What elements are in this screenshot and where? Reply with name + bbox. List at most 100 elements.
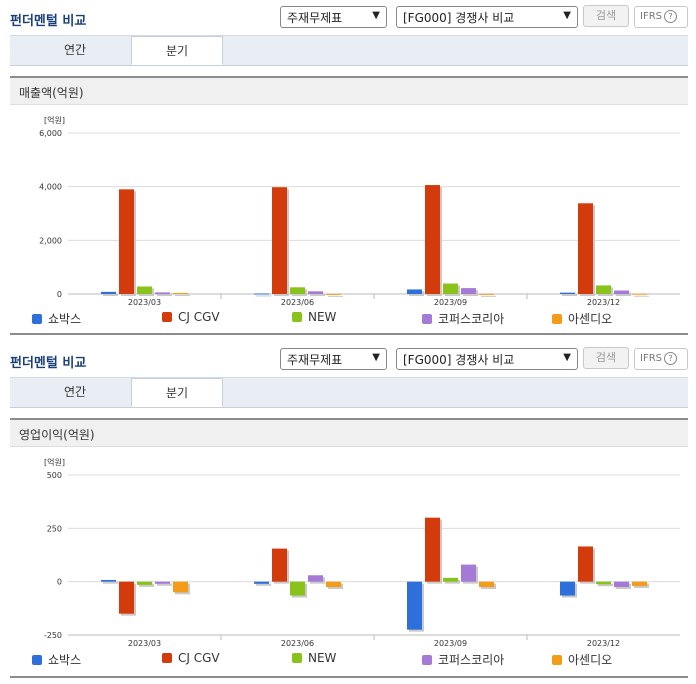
legend-swatch bbox=[552, 314, 562, 324]
bar bbox=[290, 581, 305, 596]
bar-shadow bbox=[634, 295, 649, 297]
bar bbox=[137, 286, 152, 294]
legend-label: 아센디오 bbox=[568, 312, 613, 326]
bar bbox=[443, 577, 458, 582]
x-tick-label: 2023/03 bbox=[128, 639, 161, 648]
bar bbox=[101, 579, 116, 582]
x-tick-label: 2023/06 bbox=[281, 639, 314, 648]
bar bbox=[119, 581, 134, 614]
bar bbox=[425, 517, 440, 582]
legend-item[interactable]: 쇼박스 bbox=[32, 651, 81, 668]
bar bbox=[407, 581, 422, 630]
tab-quarterly[interactable]: 분기 bbox=[131, 378, 223, 407]
legend-label: 쇼박스 bbox=[48, 312, 82, 326]
bar bbox=[326, 293, 341, 295]
search-button[interactable]: 검색 bbox=[583, 347, 629, 369]
chevron-down-icon: ▼ bbox=[563, 10, 571, 21]
legend-item[interactable]: CJ CGV bbox=[162, 651, 220, 665]
legend-label: CJ CGV bbox=[178, 310, 220, 324]
tab-quarterly[interactable]: 분기 bbox=[131, 36, 223, 65]
fundamental-section-1: 펀더멘털 비교 주재무제표 ▼ [FG000] 경쟁사 비교 ▼ 검색 IFRS… bbox=[0, 0, 696, 340]
legend-label: CJ CGV bbox=[178, 651, 220, 665]
bar bbox=[425, 185, 440, 294]
legend-label: NEW bbox=[308, 310, 337, 324]
bar bbox=[308, 575, 323, 582]
x-tick-label: 2023/03 bbox=[128, 298, 161, 307]
ifrs-help-button[interactable]: IFRS? bbox=[634, 348, 688, 370]
bar bbox=[155, 292, 170, 294]
bar-shadow bbox=[445, 579, 460, 584]
chart-panel-header: 영업이익(억원) bbox=[10, 418, 688, 447]
bar-shadow bbox=[256, 583, 271, 586]
bar-shadow bbox=[328, 295, 343, 297]
bar-shadow bbox=[310, 293, 325, 296]
legend-item[interactable]: CJ CGV bbox=[162, 310, 220, 324]
statement-type-select[interactable]: 주재무제표 ▼ bbox=[280, 6, 387, 28]
legend-swatch bbox=[162, 312, 172, 322]
bar bbox=[632, 581, 647, 586]
x-tick-label: 2023/06 bbox=[281, 298, 314, 307]
bar bbox=[560, 292, 575, 294]
operating-profit-chart: [억원] -250 0 250 500 2023/03 2023/06 2023/09 2023… bbox=[44, 457, 680, 648]
comparison-group-select[interactable]: [FG000] 경쟁사 비교 ▼ bbox=[396, 6, 578, 28]
bar-shadow bbox=[157, 294, 172, 296]
legend-label: NEW bbox=[308, 651, 337, 665]
select-value: 주재무제표 bbox=[287, 353, 343, 367]
bar bbox=[173, 292, 188, 294]
legend-label: 아센디오 bbox=[568, 653, 613, 667]
y-tick-label: 500 bbox=[47, 471, 62, 480]
section-title: 펀더멘털 비교 bbox=[10, 14, 87, 29]
bar-shadow bbox=[598, 583, 613, 587]
bar bbox=[614, 290, 629, 294]
y-tick-label: 250 bbox=[47, 524, 62, 533]
search-button[interactable]: 검색 bbox=[583, 5, 629, 27]
legend-item[interactable]: 아센디오 bbox=[552, 310, 612, 327]
ifrs-help-button[interactable]: IFRS? bbox=[634, 6, 688, 28]
bar-shadow bbox=[175, 294, 190, 296]
bar-shadow bbox=[157, 583, 172, 586]
tab-annual[interactable]: 연간 bbox=[63, 43, 87, 57]
ifrs-label: IFRS bbox=[640, 353, 662, 364]
ifrs-label: IFRS bbox=[640, 11, 662, 22]
legend-swatch bbox=[292, 653, 302, 663]
bar bbox=[326, 581, 341, 587]
bar bbox=[479, 581, 494, 587]
bar bbox=[443, 283, 458, 294]
statement-type-select[interactable]: 주재무제표 ▼ bbox=[280, 348, 387, 370]
x-tick-label: 2023/09 bbox=[434, 639, 467, 648]
legend-swatch bbox=[552, 655, 562, 665]
tab-annual[interactable]: 연간 bbox=[63, 385, 87, 399]
legend-label: 쇼박스 bbox=[48, 653, 82, 667]
chart-panel-header: 매출액(억원) bbox=[10, 76, 688, 105]
period-tabs: 연간 분기 bbox=[10, 377, 688, 408]
legend-item[interactable]: 쇼박스 bbox=[32, 310, 81, 327]
comparison-group-select[interactable]: [FG000] 경쟁사 비교 ▼ bbox=[396, 348, 578, 370]
divider bbox=[10, 676, 688, 678]
fundamental-section-2: 펀더멘털 비교 주재무제표 ▼ [FG000] 경쟁사 비교 ▼ 검색 IFRS… bbox=[0, 342, 696, 684]
legend-item[interactable]: NEW bbox=[292, 310, 336, 324]
unit-label: [억원] bbox=[44, 115, 65, 125]
legend-item[interactable]: 코퍼스코리아 bbox=[422, 651, 504, 668]
revenue-chart: [억원] 0 2,000 4,000 6,000 2023/03 2023/06 2023/0… bbox=[39, 115, 680, 307]
bar-shadow bbox=[256, 295, 271, 297]
legend-item[interactable]: 아센디오 bbox=[552, 651, 612, 668]
legend-item[interactable]: NEW bbox=[292, 651, 336, 665]
bar bbox=[614, 581, 629, 587]
bar-shadow bbox=[562, 294, 577, 296]
chevron-down-icon: ▼ bbox=[372, 352, 380, 363]
bar bbox=[308, 291, 323, 294]
chevron-down-icon: ▼ bbox=[372, 10, 380, 21]
bar bbox=[479, 293, 494, 295]
x-tick-label: 2023/09 bbox=[434, 298, 467, 307]
bar bbox=[101, 291, 116, 294]
legend-label: 코퍼스코리아 bbox=[438, 312, 505, 326]
legend-item[interactable]: 코퍼스코리아 bbox=[422, 310, 504, 327]
y-tick-label: 0 bbox=[57, 578, 62, 587]
y-tick-label: -250 bbox=[44, 631, 62, 640]
bar bbox=[560, 581, 575, 596]
chart-legend: 쇼박스 CJ CGV NEW 코퍼스코리아 아센디오 bbox=[0, 651, 696, 667]
bar-shadow bbox=[103, 581, 118, 584]
y-tick-label: 6,000 bbox=[39, 129, 62, 138]
legend-swatch bbox=[422, 655, 432, 665]
x-tick-label: 2023/12 bbox=[587, 298, 620, 307]
